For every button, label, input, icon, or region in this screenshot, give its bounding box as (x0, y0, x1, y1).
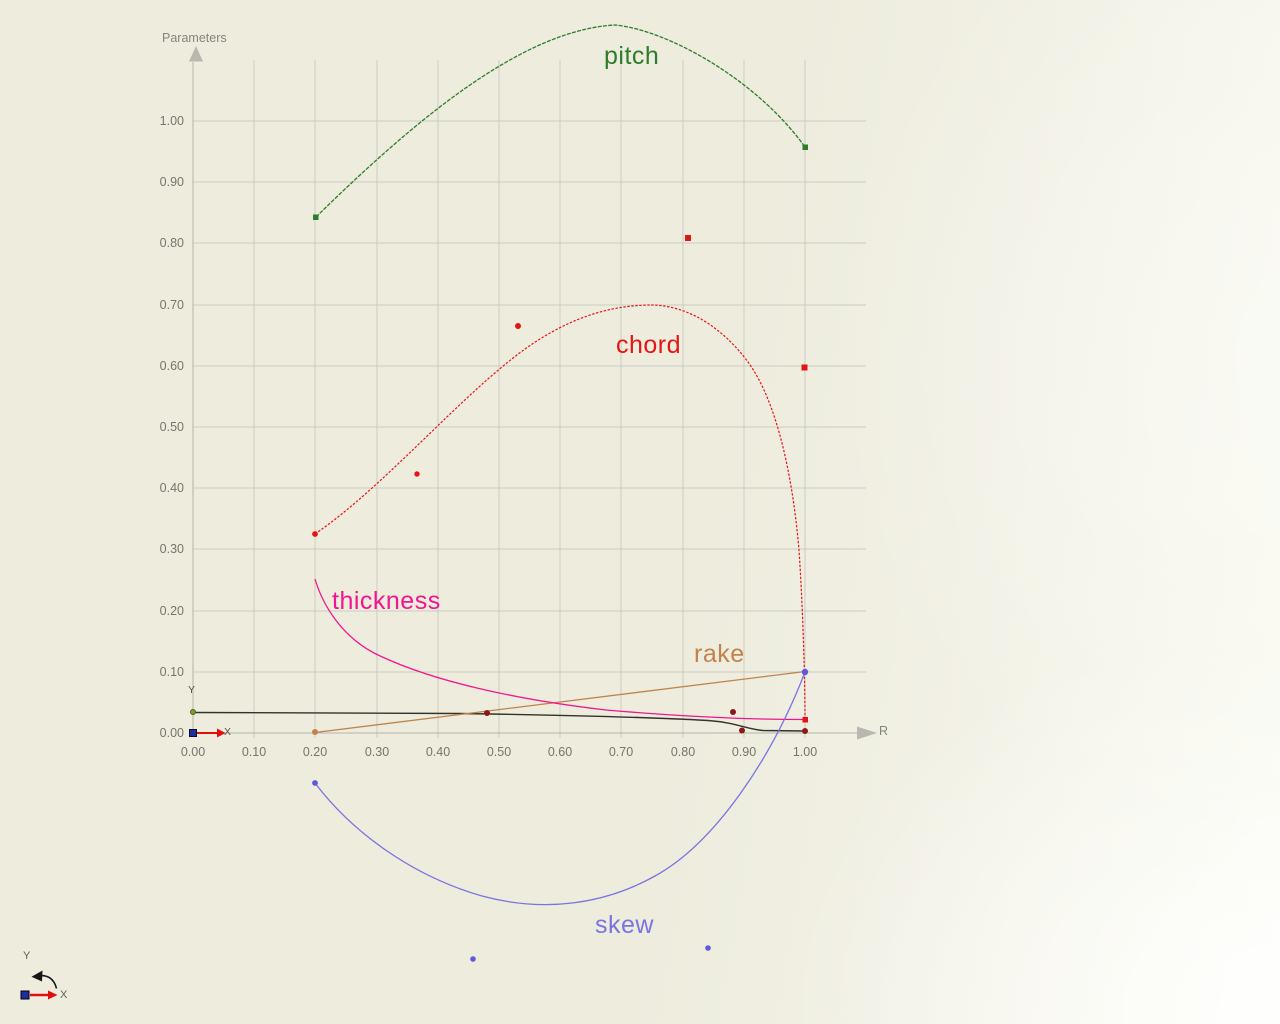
y-tick-label: 0.70 (159, 298, 184, 312)
origin-x-label: X (224, 726, 232, 738)
skew-markers[interactable] (312, 668, 809, 962)
rake-marker[interactable] (312, 729, 318, 735)
pitch-curve[interactable] (315, 24, 806, 218)
curve-start-point[interactable] (189, 709, 196, 716)
thickness-curve-label: thickness (332, 587, 441, 615)
rake-curve[interactable] (314, 670, 806, 734)
x-tick-label: 0.90 (731, 745, 757, 759)
unlabeled-markers[interactable] (484, 709, 808, 734)
x-axis-title: R (879, 724, 889, 738)
x-tick-label: 0.20 (302, 745, 328, 759)
triad-y-label: Y (23, 950, 31, 962)
y-tick-label: 0.80 (159, 236, 184, 250)
y-axis-arrow-icon (189, 46, 203, 62)
x-tick-label: 0.80 (670, 745, 696, 759)
pitch-markers[interactable] (313, 144, 808, 221)
y-tick-label: 1.00 (159, 114, 184, 128)
x-tick-label: 0.10 (241, 745, 267, 759)
y-tick-label: 0.40 (159, 481, 184, 495)
thickness-curve[interactable] (314, 578, 806, 721)
x-tick-label: 0.00 (180, 745, 206, 759)
gridlines (193, 60, 866, 738)
triad-x-label: X (60, 989, 68, 1001)
chord-markers[interactable] (312, 235, 808, 723)
plot-origin-marker (189, 728, 226, 738)
x-axis-arrow-icon (857, 726, 877, 740)
pitch-curve-label: pitch (604, 42, 660, 70)
skew-curve[interactable] (314, 671, 806, 906)
y-axis-title: Parameters (162, 31, 227, 45)
unlabeled-curve[interactable] (192, 711, 806, 732)
x-tick-label: 1.00 (792, 745, 818, 759)
x-tick-label: 0.50 (486, 745, 512, 759)
origin-y-label: Y (188, 684, 196, 696)
y-tick-label: 0.30 (159, 542, 184, 556)
y-tick-label: 0.90 (159, 175, 184, 189)
x-tick-label: 0.40 (425, 745, 451, 759)
y-tick-label: 0.50 (159, 420, 184, 434)
y-tick-label: 0.00 (159, 726, 184, 740)
axis-lines (192, 62, 857, 734)
rake-curve-label: rake (694, 640, 745, 668)
y-tick-label: 0.10 (159, 665, 184, 679)
x-tick-label: 0.60 (547, 745, 573, 759)
x-tick-label: 0.70 (608, 745, 634, 759)
view-orientation-triad (20, 970, 58, 1000)
chord-curve[interactable] (314, 304, 806, 720)
y-tick-label: 0.20 (159, 604, 184, 618)
chord-curve-label: chord (616, 331, 682, 359)
skew-curve-label: skew (595, 911, 654, 939)
y-tick-label: 0.60 (159, 359, 184, 373)
x-tick-label: 0.30 (364, 745, 390, 759)
